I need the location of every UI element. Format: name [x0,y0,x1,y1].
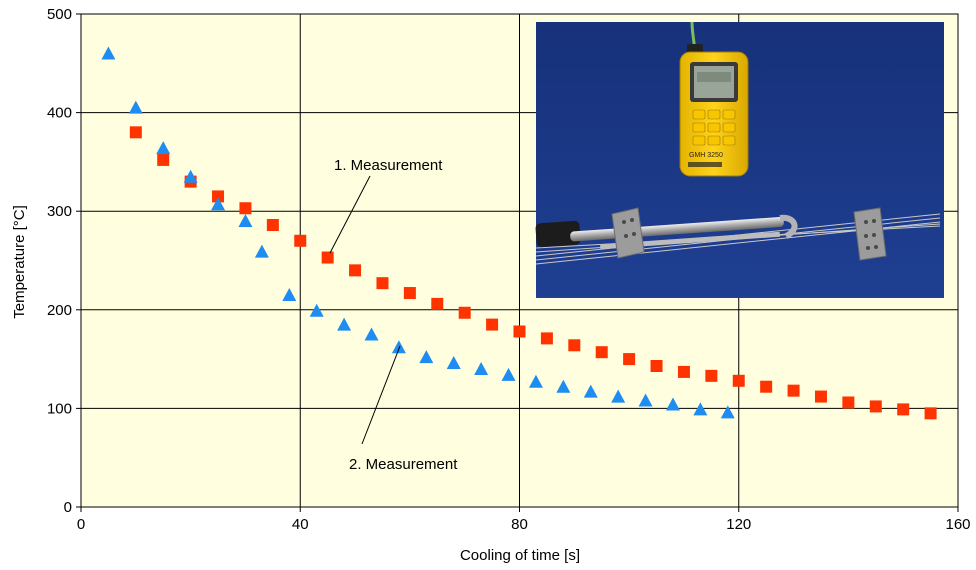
data-point-square [321,251,334,264]
data-point-triangle [101,46,116,60]
data-point-triangle [501,367,516,381]
data-point-square [431,297,444,310]
data-point-square [540,332,553,345]
data-point-square [705,369,718,382]
data-point-triangle [282,288,297,302]
data-point-triangle [309,303,324,317]
data-point-triangle [183,169,198,183]
data-point-square [677,365,690,378]
device-label: GMH 3250 [689,152,723,159]
data-point-square [294,234,307,247]
data-point-triangle [211,197,226,211]
x-tick-label: 80 [511,516,528,533]
y-tick-label: 500 [47,6,72,23]
data-point-triangle [638,393,653,407]
y-tick-label: 200 [47,302,72,319]
thermometer-device: GMH 3250 [679,51,749,177]
annotation-1-label: 1. Measurement [334,157,443,174]
data-point-triangle [556,379,571,393]
data-point-square [458,306,471,319]
x-tick-label: 40 [292,516,309,533]
data-point-triangle [364,327,379,341]
data-point-triangle [583,384,598,398]
data-point-square [266,219,279,232]
annotation-2-label: 2. Measurement [349,456,458,473]
data-point-triangle [391,340,406,354]
data-point-square [157,153,170,166]
y-tick-label: 400 [47,105,72,122]
clamp-blocks [611,207,887,261]
data-point-triangle [611,389,626,403]
y-tick-label: 0 [64,499,72,516]
data-point-square [486,318,499,331]
data-point-triangle [474,361,489,375]
series-2-measurement [101,46,735,419]
inset-photo: GMH 3250 [535,21,944,298]
data-point-square [760,380,773,393]
data-point-square [650,360,663,373]
data-point-triangle [446,356,461,370]
annotation-1-leader [329,175,371,254]
data-point-square [595,346,608,359]
data-point-square [814,390,827,403]
data-point-triangle [337,317,352,331]
data-point-square [349,264,362,277]
data-point-square [513,325,526,338]
data-point-triangle [128,100,143,114]
data-point-square [787,384,800,397]
series-1-measurement [129,126,937,420]
y-tick-label: 100 [47,400,72,417]
y-axis-ticks: 0 100 200 300 400 500 [47,6,81,516]
data-point-square [129,126,142,139]
data-point-triangle [665,397,680,411]
x-tick-label: 120 [726,516,751,533]
data-point-triangle [720,405,735,419]
data-point-square [924,407,937,420]
data-point-square [212,190,225,203]
data-point-triangle [528,374,543,388]
data-point-square [623,353,636,366]
data-point-triangle [693,402,708,416]
data-point-square [897,403,910,416]
annotation-2-leader [361,345,401,445]
data-point-triangle [254,244,269,258]
data-point-square [732,374,745,387]
grid [81,14,958,507]
data-point-triangle [419,350,434,364]
x-tick-label: 160 [945,516,970,533]
x-tick-label: 0 [77,516,85,533]
data-point-square [869,400,882,413]
data-point-square [239,202,252,215]
y-axis-label: Temperature [°C] [11,205,28,319]
x-axis-ticks: 0 40 80 120 160 [77,507,971,533]
data-point-square [376,277,389,290]
data-point-triangle [156,141,171,155]
data-point-square [568,339,581,352]
data-point-triangle [238,214,253,228]
y-tick-label: 300 [47,203,72,220]
data-point-square [842,396,855,409]
x-axis-label: Cooling of time [s] [460,547,580,564]
data-point-square [403,287,416,300]
